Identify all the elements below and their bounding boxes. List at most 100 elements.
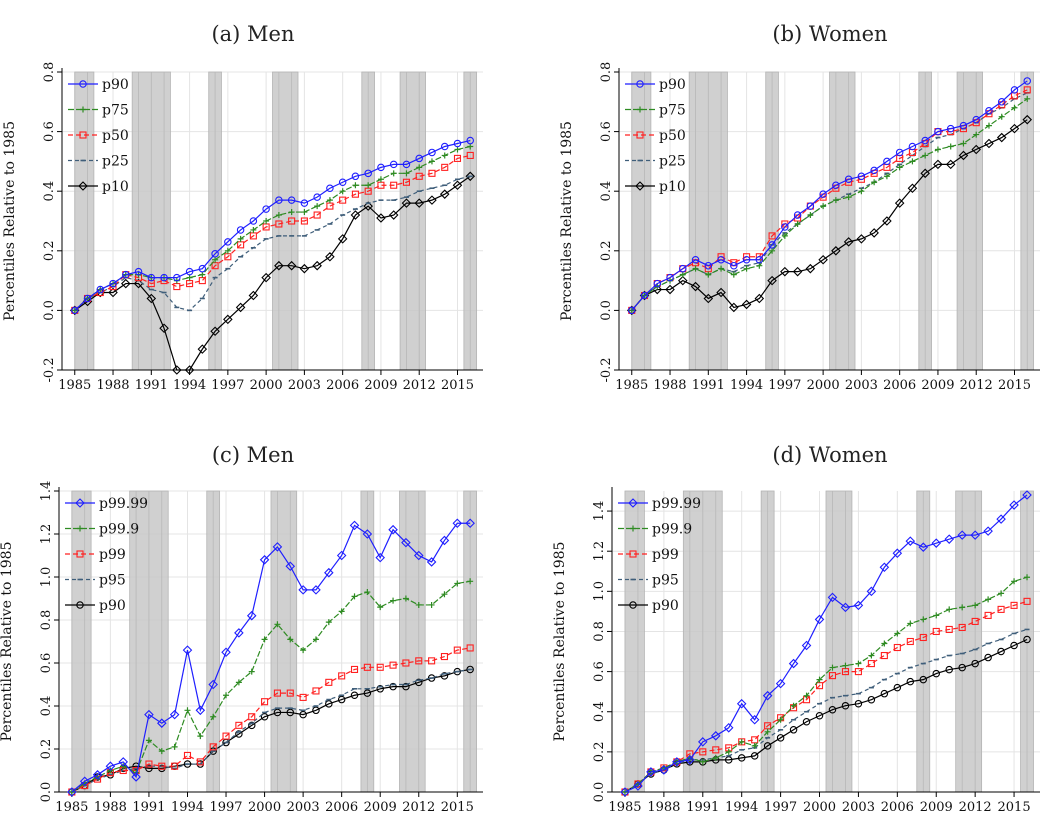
data-point [224, 238, 232, 246]
legend-marker [79, 80, 87, 88]
data-point [440, 652, 449, 661]
data-point [453, 154, 462, 162]
data-point [363, 201, 373, 211]
data-point [789, 726, 798, 734]
data-point [893, 643, 901, 652]
data-point [439, 189, 450, 199]
data-point [298, 585, 308, 595]
x-tick-label: 1985 [58, 378, 91, 393]
data-point [312, 636, 319, 643]
data-point [210, 326, 220, 337]
data-point [350, 665, 359, 674]
data-point [134, 267, 143, 276]
data-point [403, 170, 410, 177]
legend-label: p99 [99, 547, 126, 563]
data-point [628, 306, 636, 315]
data-point [710, 731, 721, 741]
data-point [894, 198, 905, 208]
data-point [933, 612, 940, 619]
data-point [184, 365, 195, 375]
data-point [173, 273, 181, 282]
data-point [970, 530, 980, 540]
data-point [453, 139, 462, 148]
data-point [794, 220, 801, 227]
data-point [921, 136, 929, 145]
data-point [983, 526, 993, 536]
data-point [666, 273, 674, 282]
data-point [210, 713, 217, 720]
legend-marker [75, 498, 85, 508]
x-tick-label: 1991 [686, 800, 719, 815]
data-point [717, 255, 725, 264]
x-tick-label: 2003 [288, 378, 321, 393]
data-point [197, 733, 204, 740]
data-point [998, 113, 1005, 120]
data-point [763, 742, 772, 750]
data-point [234, 628, 244, 638]
x-tick-label: 1985 [615, 378, 648, 393]
data-point [402, 160, 411, 169]
data-point [906, 637, 914, 646]
legend-marker [78, 181, 88, 191]
x-tick-label: 2003 [845, 378, 878, 393]
data-point [196, 758, 204, 766]
data-point [1024, 574, 1031, 581]
data-point [299, 710, 307, 719]
data-point [465, 518, 475, 529]
recession-band [825, 490, 853, 793]
data-point [96, 285, 105, 294]
data-point [867, 695, 876, 704]
data-point [882, 216, 892, 226]
data-point [730, 261, 738, 270]
x-tick-label: 2012 [402, 800, 435, 815]
data-point [288, 209, 295, 216]
data-point [415, 678, 423, 687]
chart-panel-2: (c) Men 0.0 0.2 0.4 0.6 0.8 1.0 1.2 1.4 1985 1988 1… [0, 443, 483, 815]
data-point [92, 770, 103, 780]
data-point [237, 235, 244, 242]
data-point [195, 705, 206, 716]
legend-marker [76, 550, 84, 558]
data-point [376, 685, 384, 693]
chart-panel-1: (b) Women -0.2 0.0 0.2 0.4 0.6 0.8 1985 1988 1991… [559, 22, 1040, 393]
data-point [1023, 597, 1031, 605]
data-point [764, 722, 772, 730]
data-point [261, 272, 271, 283]
recession-band [955, 490, 983, 793]
y-tick-label: 0.4 [599, 181, 614, 202]
y-axis-label: Percentiles Relative to 1985 [0, 542, 15, 742]
data-point [718, 265, 725, 272]
data-point [678, 275, 688, 286]
data-point [221, 647, 231, 658]
x-tick-label: 2000 [248, 800, 281, 815]
recession-band [631, 71, 652, 371]
data-point [452, 180, 463, 191]
chart-title: (a) Men [211, 22, 294, 46]
data-point [428, 601, 435, 608]
data-point [159, 323, 169, 334]
data-point [832, 197, 839, 204]
data-point [906, 677, 915, 686]
data-point [441, 591, 448, 598]
data-point [736, 698, 747, 709]
data-point [907, 620, 914, 627]
data-point [351, 172, 360, 181]
data-point [832, 181, 840, 189]
data-point [818, 254, 828, 265]
y-tick-label: 1.2 [39, 524, 54, 545]
data-point [109, 279, 117, 288]
data-point [325, 251, 335, 262]
data-point [777, 716, 784, 723]
data-point [679, 264, 687, 273]
chart-panel-0: (a) Men -0.2 0.0 0.2 0.4 0.6 0.8 1985 1988 1991 19… [2, 22, 483, 393]
data-point [71, 306, 79, 315]
data-point [895, 148, 904, 157]
y-tick-label: 0.2 [39, 739, 54, 760]
data-point [919, 633, 927, 642]
data-point [224, 247, 231, 254]
series-line [71, 647, 471, 793]
data-point [337, 695, 346, 704]
data-point [737, 754, 746, 762]
x-tick-label: 1985 [608, 800, 641, 815]
data-point [108, 287, 118, 298]
